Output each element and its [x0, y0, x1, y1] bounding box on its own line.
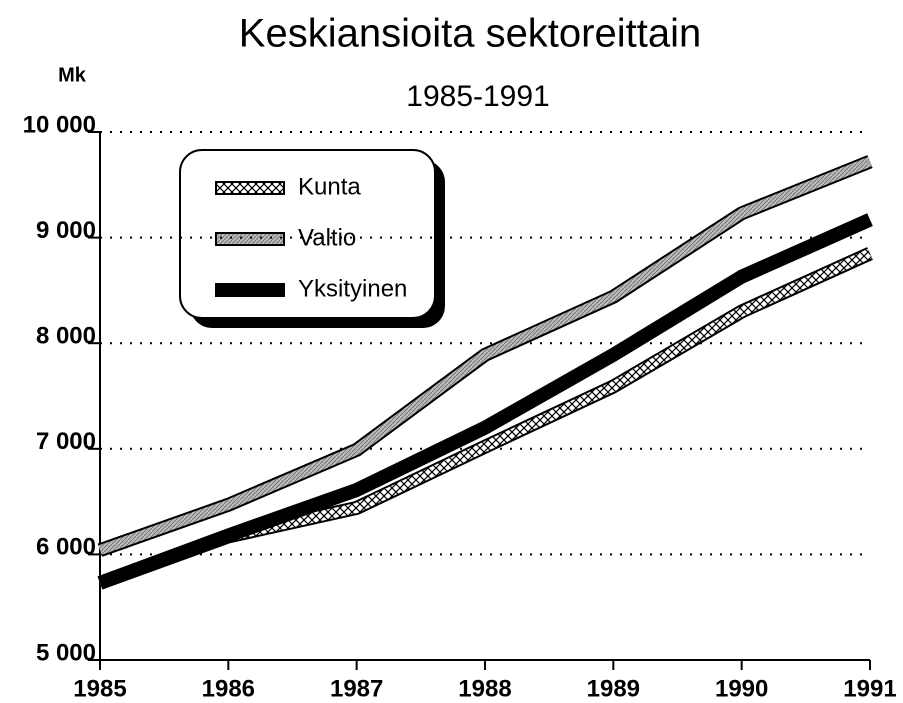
x-tick-label: 1990 — [715, 675, 768, 702]
legend-label: Yksityinen — [298, 275, 407, 302]
x-tick-label: 1986 — [202, 675, 255, 702]
y-tick-label: 9 000 — [36, 217, 96, 244]
y-tick-label: 10 000 — [23, 111, 96, 138]
x-tick-label: 1988 — [458, 675, 511, 702]
line — [98, 156, 872, 555]
x-tick-label: 1985 — [73, 675, 126, 702]
legend: Kunta Valtio Yksityinen — [179, 149, 445, 328]
y-tick-label: 5 000 — [36, 639, 96, 666]
x-tick-label: 1989 — [587, 675, 640, 702]
y-axis-label: Mk — [58, 64, 87, 86]
y-tick-label: 8 000 — [36, 323, 96, 350]
y-tick-label: 7 000 — [36, 428, 96, 455]
x-tick-label: 1987 — [330, 675, 383, 702]
legend-label: Valtio — [298, 224, 356, 251]
chart-title: Keskiansioita sektoreittain — [239, 12, 701, 56]
x-tick-label: 1991 — [843, 675, 896, 702]
line — [97, 213, 873, 590]
legend-label: Kunta — [298, 173, 361, 200]
y-tick-label: 6 000 — [36, 534, 96, 561]
chart-subtitle: 1985-1991 — [406, 80, 549, 113]
